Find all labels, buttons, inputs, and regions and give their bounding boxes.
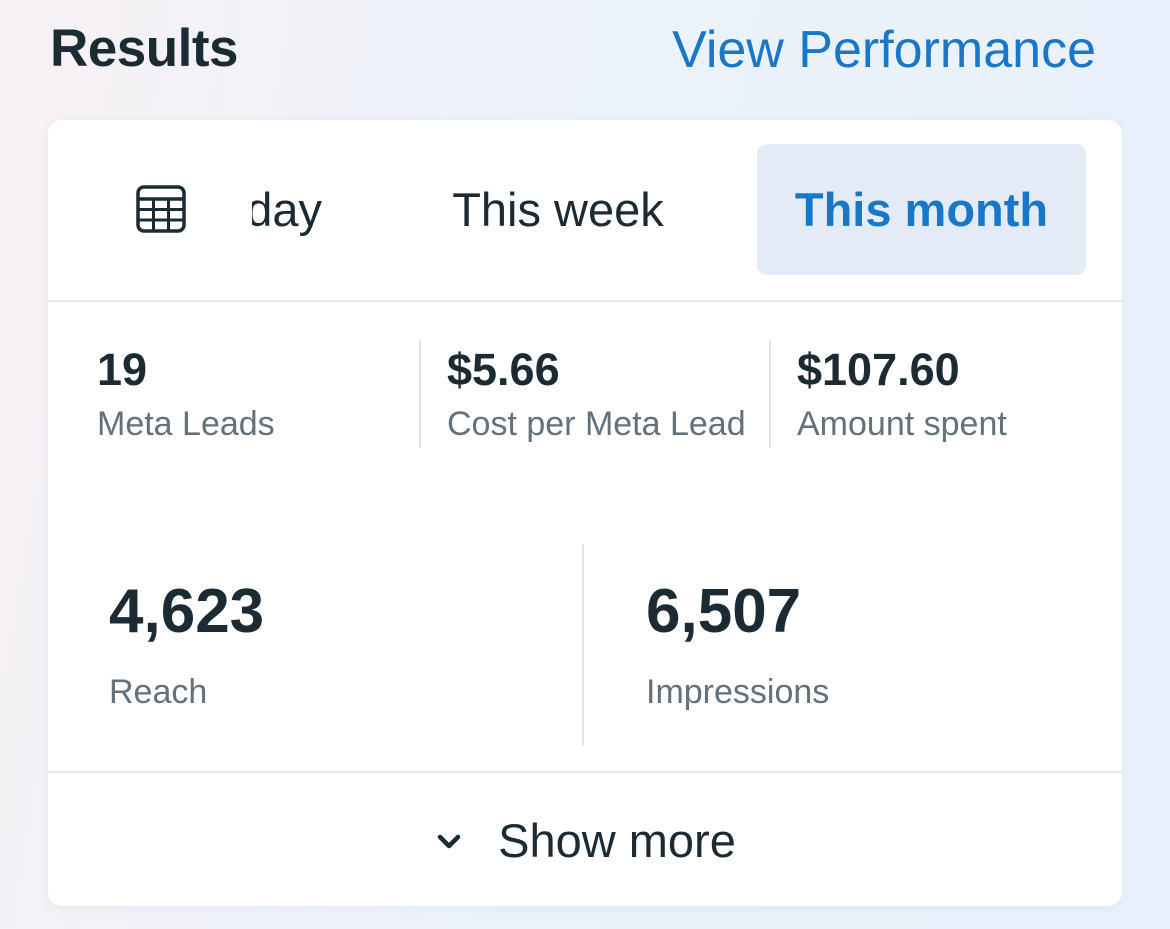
show-more-button[interactable]: Show more [48, 771, 1122, 906]
tab-this-week-label: This week [452, 183, 664, 236]
metric-divider [769, 340, 771, 448]
page-title: Results [50, 19, 238, 78]
metric-meta-leads: 19 Meta Leads [97, 340, 275, 448]
metric-value: $5.66 [447, 344, 560, 395]
metric-amount-spent: $107.60 Amount spent [797, 340, 1007, 448]
metric-label: Amount spent [797, 405, 1007, 443]
view-performance-link[interactable]: View Performance [672, 21, 1096, 79]
metric-cost-per-lead: $5.66 Cost per Meta Lead [447, 340, 746, 448]
metric-value: 4,623 [109, 577, 265, 646]
metric-value: $107.60 [797, 344, 960, 395]
chevron-down-icon [437, 834, 461, 848]
metric-label: Reach [109, 673, 208, 711]
metric-value: 6,507 [646, 577, 802, 646]
metric-divider [582, 544, 584, 746]
calendar-button[interactable] [134, 182, 190, 238]
metric-divider [419, 340, 421, 448]
results-card: day This week This month 19 Meta Leads $… [48, 120, 1122, 906]
tab-today-label: day [252, 183, 322, 236]
metric-reach: 4,623 Reach [109, 572, 264, 716]
metric-label: Impressions [646, 673, 830, 711]
tab-this-month[interactable]: This month [757, 144, 1086, 275]
metric-label: Meta Leads [97, 405, 275, 443]
metric-value: 19 [97, 344, 148, 395]
show-more-label: Show more [498, 814, 736, 867]
tab-this-week[interactable]: This week [418, 144, 698, 275]
date-range-tabs: day This week This month [48, 120, 1122, 302]
metric-impressions: 6,507 Impressions [646, 572, 829, 716]
tab-this-month-label: This month [794, 183, 1049, 236]
top-metrics-row: 19 Meta Leads $5.66 Cost per Meta Lead $… [48, 302, 1122, 502]
tab-today[interactable]: day [252, 144, 322, 275]
results-header: Results View Performance [0, 0, 1170, 110]
calendar-grid-icon [136, 185, 186, 233]
metric-label: Cost per Meta Lead [447, 405, 746, 443]
